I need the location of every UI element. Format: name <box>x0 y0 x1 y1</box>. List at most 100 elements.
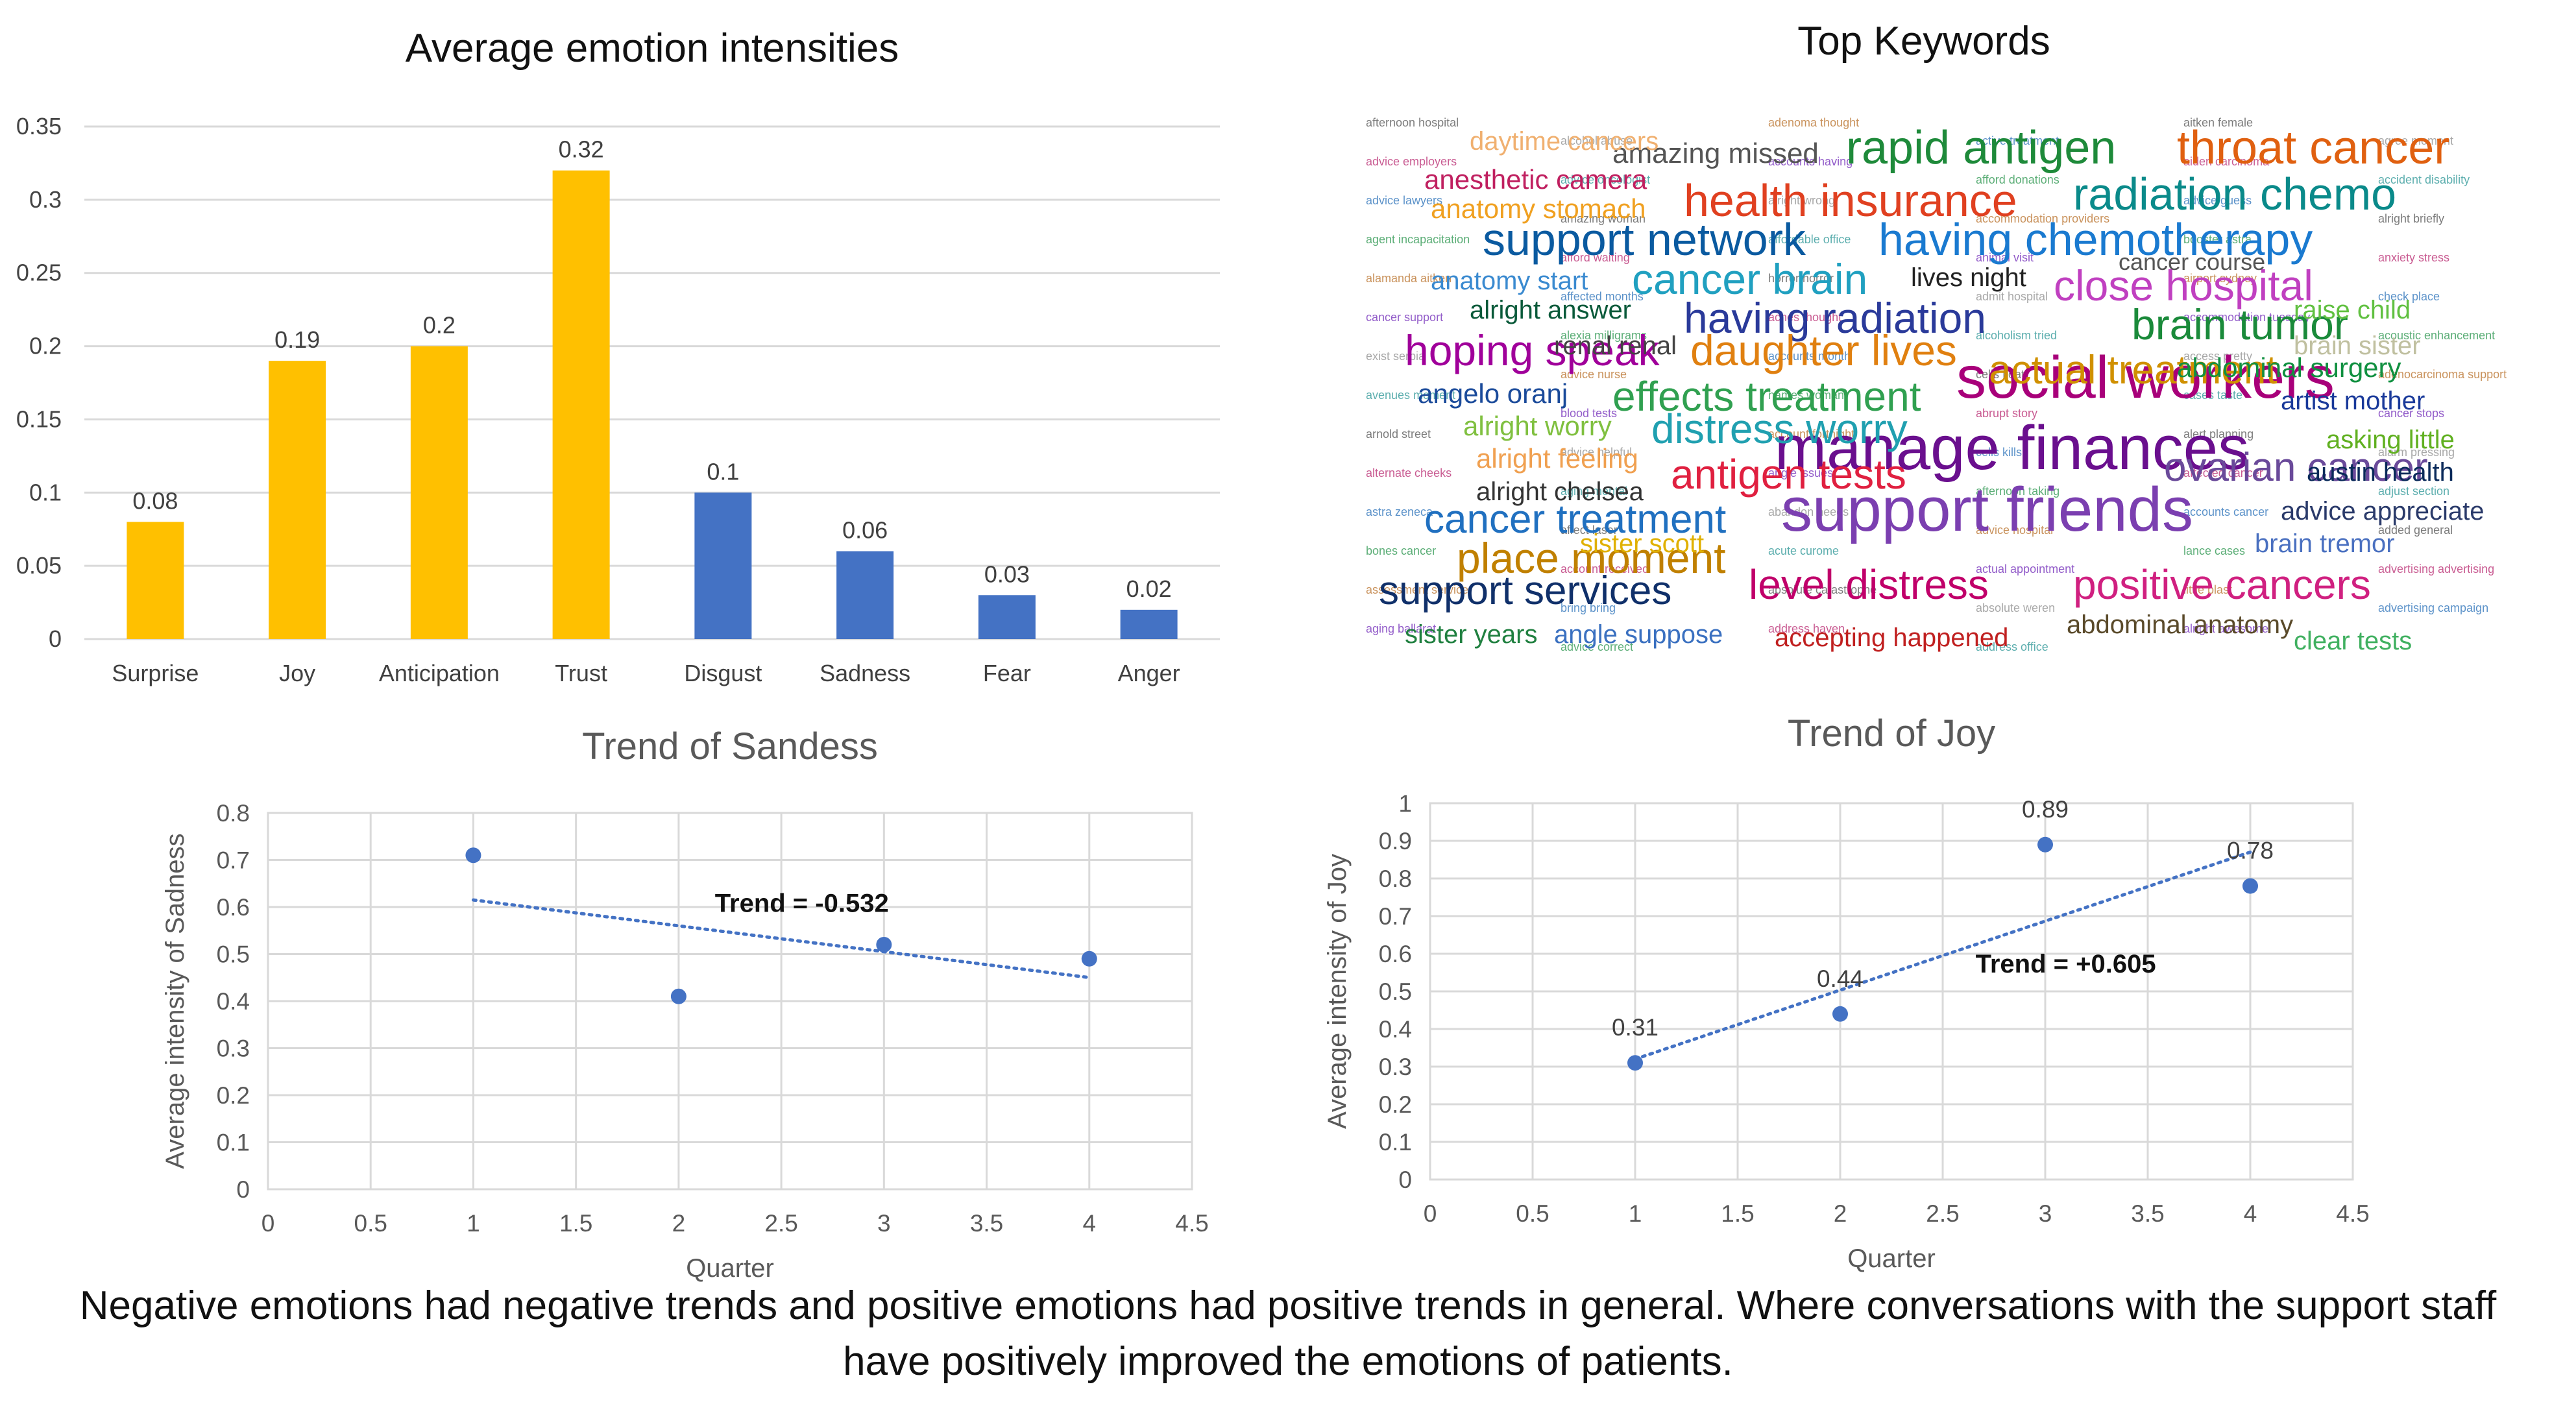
wordcloud-word-small: amazing woman <box>1561 212 1646 225</box>
wordcloud-word: antigen tests <box>1671 450 1906 498</box>
trend-annotation: Trend = +0.605 <box>1976 950 2156 978</box>
wordcloud-word: daytime cancers <box>1470 127 1659 156</box>
wordcloud-word: artist mother <box>2281 387 2425 415</box>
wordcloud-word: clear tests <box>2294 627 2412 655</box>
category-label: Trust <box>555 660 607 686</box>
data-point <box>1627 1055 1643 1071</box>
y-tick-label: 0.35 <box>16 113 62 139</box>
wordcloud-word-small: advice employers <box>1366 155 1457 168</box>
plot-border <box>267 812 1193 1191</box>
category-label: Surprise <box>112 660 199 686</box>
data-label: 0.1 <box>707 458 739 485</box>
wordcloud-word-small: actual appointment <box>1976 563 2075 575</box>
y-tick-label: 0.8 <box>1379 865 1412 892</box>
y-tick-label: 0.1 <box>29 479 62 505</box>
data-label: 0.19 <box>274 326 320 353</box>
wordcloud-word: rapid antigen <box>1846 122 2117 175</box>
wordcloud-word-small: avenues moment <box>1366 389 1456 402</box>
wordcloud-word-small: affect laser <box>1561 524 1618 537</box>
y-tick-label: 0.1 <box>217 1130 250 1156</box>
wordcloud-word-small: booster astra <box>2183 233 2252 246</box>
wordcloud-word-small: affected cancer <box>2183 466 2263 479</box>
joy-trend-chart: Trend of Joy 0 0.1 0.2 0.3 0.4 0.5 0.6 0.7 0.8 0.9… <box>1323 712 2370 1273</box>
keyword-wordcloud: advertising campaign advertising advertis… <box>1366 104 2514 675</box>
y-tick-label: 0.3 <box>1379 1054 1412 1080</box>
wordcloud-word: renal renal <box>1554 332 1677 360</box>
x-tick-label: 1 <box>467 1210 480 1237</box>
wordcloud-word-small: arnold street <box>1366 428 1431 441</box>
wordcloud-word: amazing missed <box>1612 137 1819 169</box>
wordcloud-word-small: agree moment <box>2378 134 2454 147</box>
y-tick-label: 0.1 <box>1379 1129 1412 1156</box>
bar-disgust <box>694 492 752 639</box>
x-tick-label: 0 <box>261 1210 275 1237</box>
y-tick-label: 0.25 <box>16 260 62 286</box>
y-tick-label: 0.9 <box>1379 828 1412 854</box>
wordcloud-word-small: cancer stops <box>2378 407 2445 420</box>
wordcloud-word: cancer course <box>2119 248 2266 276</box>
wordcloud-word: abdominal surgery <box>2177 352 2401 383</box>
data-label: 0.2 <box>423 312 456 339</box>
y-tick-label: 0.7 <box>217 847 250 874</box>
point-label: 0.44 <box>1817 965 1864 992</box>
x-tick-label: 4.5 <box>2336 1200 2369 1227</box>
wordcloud-word-small: alright wrong <box>1768 194 1836 207</box>
wordcloud-word: accepting happened <box>1775 623 2009 652</box>
wordcloud-word-small: aging mental <box>1561 485 1628 498</box>
wordcloud-word-small: alarm pressing <box>2378 446 2455 459</box>
wordcloud-word: support friends <box>1781 475 2194 545</box>
x-tick-label: 4 <box>1082 1210 1096 1237</box>
wordcloud-word-small: accounts month <box>1768 350 1851 363</box>
wordcloud-word: level distress <box>1749 561 1989 608</box>
data-point <box>2037 836 2053 853</box>
bar-fear <box>978 595 1036 639</box>
data-point <box>670 988 687 1004</box>
wordcloud-word-small: alert planning <box>2183 428 2254 441</box>
wordcloud-word-small: astra zeneca <box>1366 505 1433 518</box>
wordcloud-word-small: acute curome <box>1768 544 1840 557</box>
sadness-trend-chart: Trend of Sandess 0 0.1 0.2 0.3 0.4 0.5 0.6 0.7 0.… <box>161 725 1209 1283</box>
wordcloud-word-small: bones cancer <box>1366 544 1437 557</box>
category-label: Disgust <box>684 660 762 686</box>
wordcloud-word-small: agent incapacitation <box>1366 233 1470 246</box>
data-point <box>1832 1006 1848 1022</box>
y-tick-label: 0.5 <box>217 941 250 968</box>
data-point <box>2242 878 2258 894</box>
wordcloud-word-small: animal visit <box>1976 251 2034 264</box>
wordcloud-word-small: accommodation tuesday <box>2183 311 2311 324</box>
x-axis-label: Quarter <box>1847 1244 1936 1273</box>
wordcloud-word-small: check place <box>2378 290 2440 303</box>
wordcloud-word-small: address haven <box>1768 622 1845 635</box>
wordcloud-word: angelo oranj <box>1418 378 1568 409</box>
wordcloud-word-small: angle issues <box>1768 466 1834 479</box>
point-label: 0.78 <box>2227 838 2274 864</box>
wordcloud-word-small: aitken female <box>2183 116 2254 129</box>
y-tick-label: 0.6 <box>1379 941 1412 967</box>
wordcloud-word: support network <box>1483 214 1806 265</box>
category-label: Sadness <box>820 660 910 686</box>
data-label: 0.32 <box>559 136 604 163</box>
y-tick-label: 0.8 <box>217 800 250 827</box>
wordcloud-word: advice appreciate <box>2281 497 2485 526</box>
y-tick-label: 0.2 <box>1379 1091 1412 1118</box>
y-tick-label: 0.3 <box>217 1035 250 1062</box>
wordcloud-word-small: absolute weren <box>1976 601 2056 614</box>
wordcloud-word-small: bring bring <box>1561 601 1616 614</box>
wordcloud-word-small: active treatment <box>1976 134 2060 147</box>
wordcloud-word-small: assessment service <box>1366 583 1469 596</box>
wordcloud-word: cancer treatment <box>1424 497 1727 542</box>
emotion-bar-chart: Average emotion intensities 0 0.05 0.1 0.15 0… <box>16 26 1220 686</box>
wordcloud-title: Top Keywords <box>1797 19 2050 64</box>
wordcloud-word: alright worry <box>1463 411 1612 442</box>
wordcloud-word-small: account fortnight <box>1768 428 1855 441</box>
wordcloud-word-small: alcoholism tried <box>1976 329 2058 342</box>
x-tick-label: 3.5 <box>970 1210 1003 1237</box>
wordcloud-word-small: added general <box>2378 524 2453 537</box>
trendline <box>1633 850 2252 1061</box>
wordcloud-word-small: advice hospital <box>1976 524 2054 537</box>
x-tick-label: 2 <box>1834 1200 1847 1227</box>
wordcloud-word-small: lance cases <box>2183 544 2246 557</box>
wordcloud-word-small: airport sydney <box>2183 272 2257 285</box>
wordcloud-word-small: little blast <box>2183 583 2233 596</box>
y-tick-label: 0 <box>49 625 62 652</box>
